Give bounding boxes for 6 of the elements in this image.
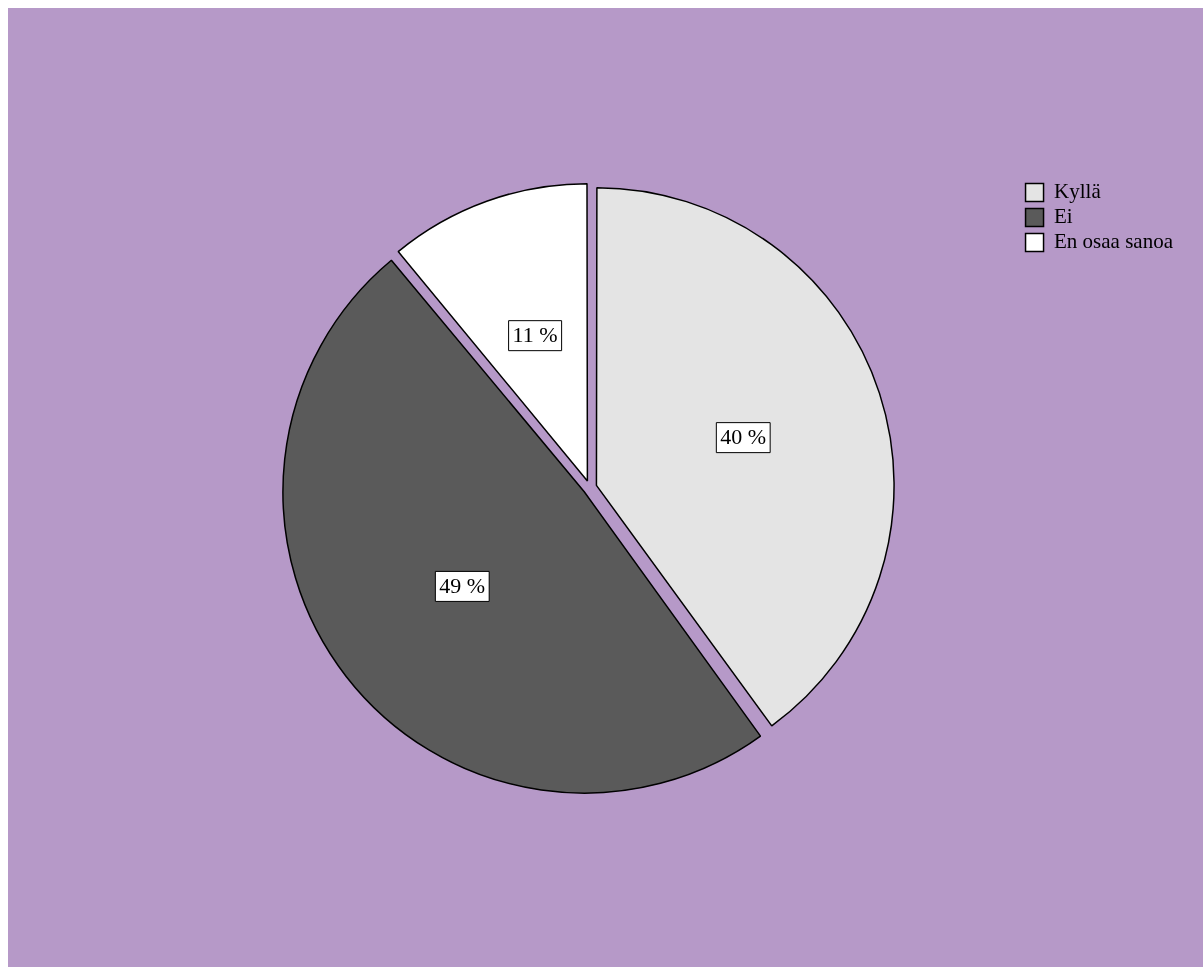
data-label: 11 % — [512, 322, 558, 348]
legend-label: En osaa sanoa — [1054, 229, 1174, 254]
legend-label: Ei — [1054, 204, 1073, 229]
legend-label: Kyllä — [1054, 179, 1102, 204]
data-label: 40 % — [720, 424, 767, 450]
data-label: 49 % — [439, 573, 486, 599]
